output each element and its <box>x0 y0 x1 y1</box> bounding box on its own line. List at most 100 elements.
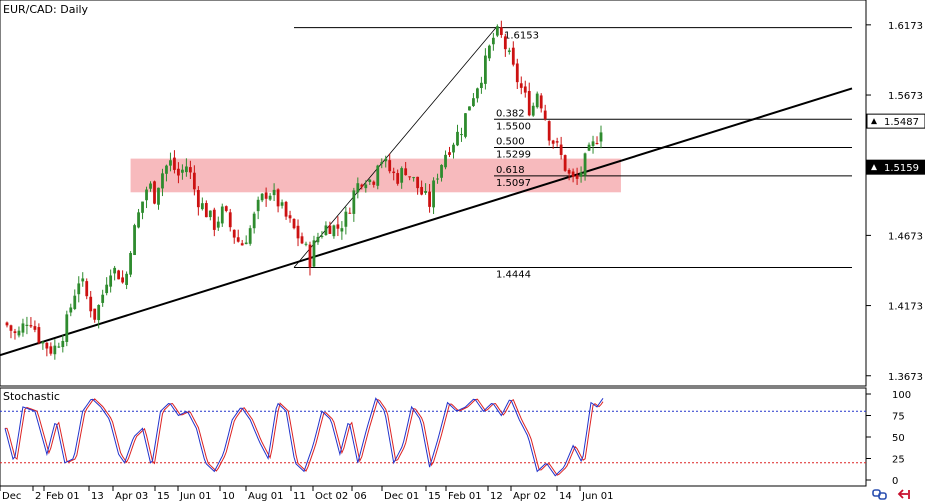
candle-bearish <box>284 201 288 217</box>
candle-bearish <box>372 181 376 185</box>
time-tick-label: 10 <box>222 491 235 502</box>
candle-bullish <box>468 106 471 111</box>
candle-bearish <box>228 212 232 228</box>
stochastic-tick-label: 50 <box>892 433 905 444</box>
candle-bearish <box>236 237 240 242</box>
candle-bearish <box>360 184 364 187</box>
candle-bearish <box>388 160 392 172</box>
time-tick-label: 06 <box>354 491 367 502</box>
candle-bullish <box>436 178 439 180</box>
stochastic-title: Stochastic <box>3 390 60 403</box>
candle-bullish <box>344 211 348 227</box>
candle-bullish <box>256 199 260 212</box>
time-tick-label: 2 <box>35 491 41 502</box>
candle-bullish <box>480 82 483 89</box>
candle-bullish <box>25 324 29 326</box>
time-tick-label: Jun 01 <box>581 491 614 502</box>
candle-bearish <box>308 244 312 268</box>
candle-bullish <box>320 235 324 237</box>
fib-price-label: 1.6153 <box>504 31 539 42</box>
candle-bearish <box>204 203 208 218</box>
price-layer: 1.6153 0.382 1.5500 0.500 1.5299 0.618 1.5097 1… <box>0 20 853 360</box>
auto-scroll-icon[interactable] <box>897 489 910 499</box>
candle-bearish <box>93 308 97 320</box>
candle-bearish <box>292 218 296 229</box>
candle-bullish <box>73 295 77 309</box>
candle-bearish <box>519 83 523 88</box>
candle-bearish <box>173 157 176 170</box>
candle-bearish <box>328 225 332 234</box>
candle-bearish <box>392 171 396 174</box>
candle-bullish <box>491 37 495 45</box>
candle-bullish <box>184 166 188 173</box>
candle-bullish <box>472 98 475 107</box>
candle-bullish <box>340 228 344 232</box>
level-price-tag <box>866 159 925 175</box>
candle-bullish <box>332 225 336 237</box>
candle-bullish <box>476 88 479 99</box>
candle-bullish <box>65 314 69 342</box>
candle-bearish <box>408 176 412 178</box>
time-axis: Dec 2 Feb 01 13 Apr 03 15 Jun 01 10 Aug 01 11 Oct … <box>0 486 614 502</box>
candle-bullish <box>113 267 117 274</box>
candle-bullish <box>495 26 499 36</box>
connection-icon[interactable] <box>872 489 887 500</box>
candle-bullish <box>97 305 101 321</box>
time-tick-label: 15 <box>428 491 441 502</box>
candle-bearish <box>29 325 33 327</box>
candle-bullish <box>81 278 85 282</box>
candle-bearish <box>276 189 280 207</box>
time-tick-label: Oct 02 <box>315 491 348 502</box>
candle-bearish <box>404 168 408 176</box>
candle-bullish <box>384 158 388 162</box>
candle-bullish <box>591 141 595 146</box>
chart-title: EUR/CAD: Daily <box>3 3 89 16</box>
fib-price-label: 1.5299 <box>496 150 531 161</box>
candle-bullish <box>69 307 73 313</box>
price-tick-label: 1.6173 <box>888 21 923 32</box>
candle-bullish <box>440 164 443 178</box>
time-tick-label: Feb 01 <box>448 491 482 502</box>
stochastic-tick-label: 25 <box>892 455 905 466</box>
candle-bullish <box>101 294 105 303</box>
candle-bullish <box>260 193 264 201</box>
candle-bullish <box>41 341 45 344</box>
candle-bullish <box>157 187 160 205</box>
candle-bullish <box>21 323 25 333</box>
candle-bullish <box>424 190 427 193</box>
candle-bearish <box>33 326 37 330</box>
candle-bullish <box>368 179 372 182</box>
candle-bearish <box>551 140 555 144</box>
candle-bullish <box>141 201 144 213</box>
candle-bullish <box>149 183 152 189</box>
candle-bearish <box>523 86 527 93</box>
candle-bullish <box>587 144 591 151</box>
candle-bullish <box>535 93 539 108</box>
candle-bullish <box>380 162 384 164</box>
candle-bullish <box>169 160 172 166</box>
fib-ratio-label: 0.618 <box>496 165 525 176</box>
candle-bearish <box>188 167 192 173</box>
candle-bearish <box>348 212 352 214</box>
candle-bearish <box>499 27 503 35</box>
time-tick-label: 15 <box>157 491 170 502</box>
candle-bullish <box>129 252 132 275</box>
candle-bullish <box>109 275 113 287</box>
candle-bearish <box>232 229 236 238</box>
candle-bullish <box>161 173 164 189</box>
fib-swing-line <box>293 27 497 268</box>
candle-bullish <box>507 50 511 52</box>
price-tick-label: 1.5673 <box>888 91 923 102</box>
fib-ratio-label: 0.382 <box>496 108 525 119</box>
candle-bearish <box>13 331 17 334</box>
candle-bearish <box>296 225 300 239</box>
stochastic-panel[interactable] <box>0 387 867 487</box>
candle-bullish <box>364 184 368 189</box>
candle-bullish <box>356 183 360 193</box>
candle-bearish <box>196 190 200 208</box>
stochastic-title-bg <box>1 389 57 403</box>
stochastic-layer <box>0 397 866 477</box>
candle-bearish <box>527 90 531 116</box>
